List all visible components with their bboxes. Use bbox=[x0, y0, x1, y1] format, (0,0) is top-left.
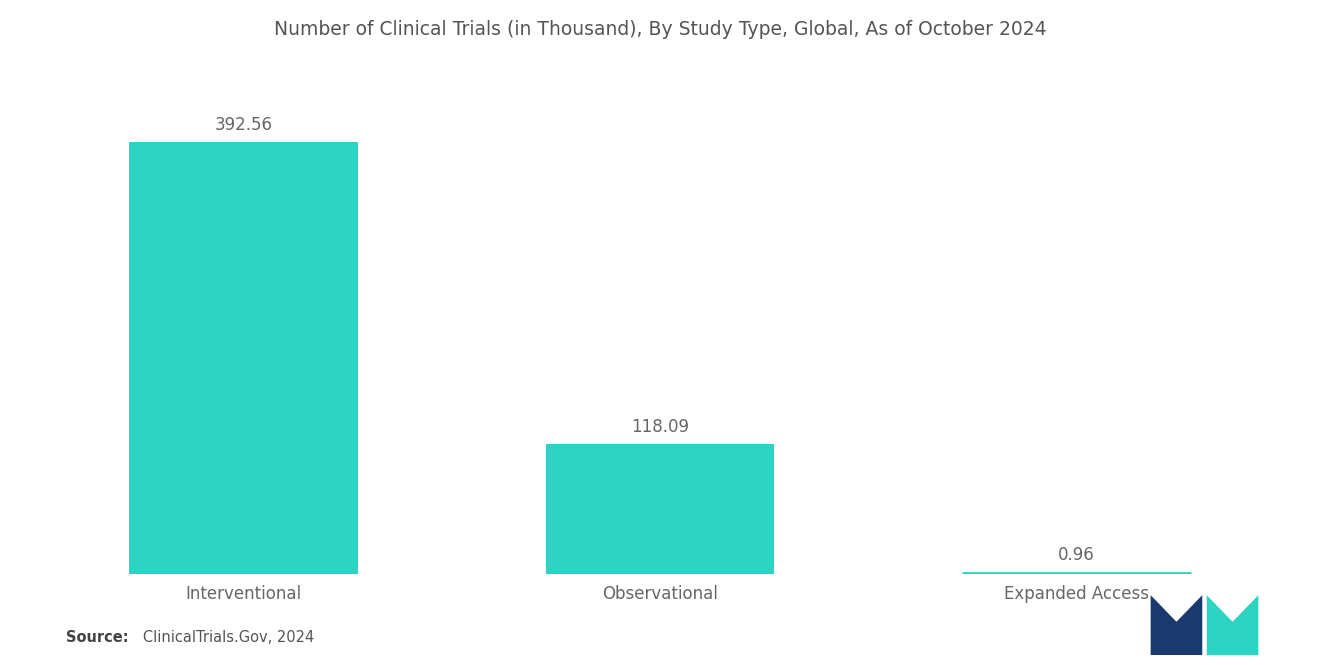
Text: 392.56: 392.56 bbox=[215, 116, 273, 134]
Text: 118.09: 118.09 bbox=[631, 418, 689, 436]
Bar bbox=[129, 142, 358, 575]
Text: 0.96: 0.96 bbox=[1057, 547, 1094, 565]
Text: ClinicalTrials.Gov, 2024: ClinicalTrials.Gov, 2024 bbox=[129, 630, 314, 645]
Bar bbox=[545, 444, 775, 575]
Polygon shape bbox=[1151, 595, 1203, 655]
Text: Number of Clinical Trials (in Thousand), By Study Type, Global, As of October 20: Number of Clinical Trials (in Thousand),… bbox=[273, 20, 1047, 39]
Text: Source:: Source: bbox=[66, 630, 128, 645]
Polygon shape bbox=[1206, 595, 1258, 655]
